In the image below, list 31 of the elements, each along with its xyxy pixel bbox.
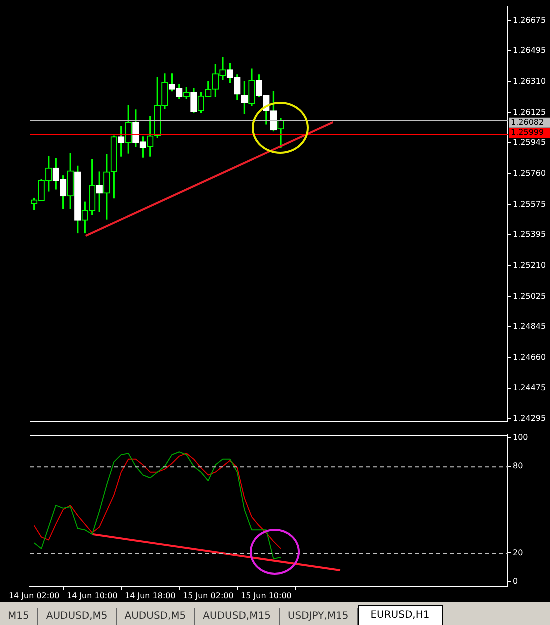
- x-tick-label: 15 Jun 02:00: [183, 591, 234, 600]
- text: AUDUSD,M15: [195, 608, 280, 625]
- y-tick-label: 1.24845: [513, 322, 546, 331]
- y-tick-label: 1.26125: [513, 108, 546, 117]
- y-tick-label: 1.26495: [513, 46, 546, 56]
- text: AUDUSD,M5: [116, 608, 196, 625]
- y-tick-label: 1.26310: [513, 77, 546, 86]
- y-tick-label: 1.25395: [513, 230, 546, 239]
- ref-line-label: 1.25999: [511, 128, 544, 138]
- x-tick-label: 14 Jun 18:00: [124, 591, 176, 600]
- y-tick-label: 1.24660: [513, 352, 546, 362]
- y-tick-label: 1.24295: [513, 414, 546, 423]
- y-tick-label: 0: [513, 577, 518, 586]
- ref-line-label: 1.26082: [511, 118, 544, 127]
- y-tick-label: 1.25025: [513, 292, 546, 301]
- y-tick-label: 1.24475: [513, 384, 546, 393]
- text: USDJPY,M15: [280, 608, 358, 625]
- y-tick-label: 1.25945: [513, 138, 546, 148]
- y-tick-label: 1.26675: [513, 16, 546, 26]
- text: M15: [0, 608, 38, 625]
- x-tick-label: 14 Jun 10:00: [66, 591, 118, 600]
- text: EURUSD,H1: [358, 605, 443, 625]
- x-tick-label: 14 Jun 02:00: [8, 591, 60, 600]
- y-tick-label: 80: [513, 462, 524, 471]
- x-tick-label: 15 Jun 10:00: [241, 591, 292, 600]
- y-tick-label: 100: [513, 432, 528, 442]
- y-tick-label: 1.25575: [513, 200, 546, 209]
- text: AUDUSD,M5: [38, 608, 117, 625]
- y-tick-label: 1.25210: [513, 260, 546, 270]
- y-tick-label: 1.25760: [513, 168, 546, 178]
- y-tick-label: 20: [513, 548, 524, 558]
